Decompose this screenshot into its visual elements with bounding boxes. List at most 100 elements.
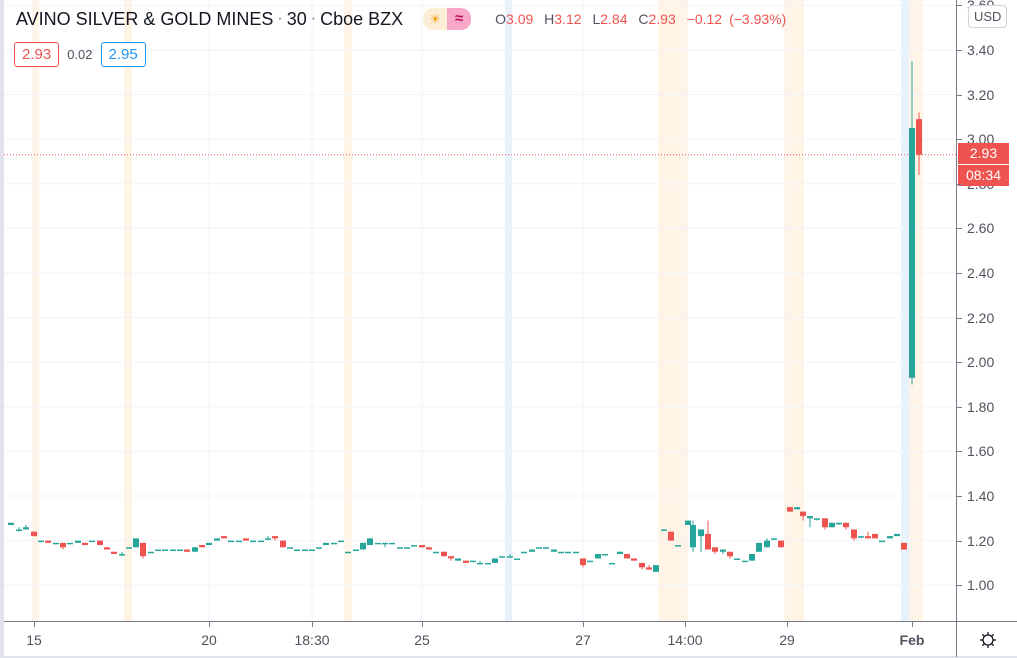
candle[interactable]: [602, 553, 608, 556]
candle[interactable]: [184, 549, 190, 552]
candle[interactable]: [558, 551, 564, 554]
candle[interactable]: [177, 549, 183, 552]
candle[interactable]: [353, 549, 359, 552]
candle[interactable]: [16, 527, 22, 532]
candle[interactable]: [734, 558, 740, 560]
candle[interactable]: [631, 558, 637, 561]
candle[interactable]: [872, 533, 878, 539]
candle[interactable]: [309, 549, 315, 552]
candle[interactable]: [653, 565, 659, 572]
candle[interactable]: [404, 547, 410, 549]
candle[interactable]: [661, 529, 667, 531]
candle[interactable]: [360, 542, 366, 550]
candle[interactable]: [419, 545, 425, 548]
session-indicator[interactable]: ☀ ≈: [423, 8, 472, 30]
candle[interactable]: [463, 560, 469, 563]
candle[interactable]: [836, 522, 842, 525]
candle[interactable]: [668, 531, 674, 541]
candle[interactable]: [675, 545, 681, 547]
candle[interactable]: [382, 542, 388, 548]
candle[interactable]: [82, 542, 88, 546]
candle[interactable]: [294, 549, 300, 552]
candle[interactable]: [742, 560, 748, 563]
candle[interactable]: [698, 529, 704, 552]
candle[interactable]: [536, 547, 542, 549]
candle[interactable]: [31, 531, 37, 537]
candle[interactable]: [639, 562, 645, 570]
candle[interactable]: [162, 549, 168, 552]
candle[interactable]: [367, 538, 373, 546]
candle[interactable]: [749, 553, 755, 561]
candle[interactable]: [887, 536, 893, 539]
ask-button[interactable]: 2.95: [100, 42, 146, 67]
interval-label[interactable]: 30: [286, 8, 307, 29]
candle[interactable]: [38, 540, 44, 543]
candle[interactable]: [126, 547, 132, 549]
candle[interactable]: [507, 553, 513, 558]
candle[interactable]: [901, 542, 907, 550]
candle[interactable]: [595, 553, 601, 559]
candle[interactable]: [551, 549, 557, 552]
currency-button[interactable]: USD: [968, 5, 1008, 28]
candle[interactable]: [170, 549, 176, 552]
candle[interactable]: [492, 558, 498, 563]
candle[interactable]: [323, 542, 329, 546]
chart-pane[interactable]: AVINO SILVER & GOLD MINES · 30 · Cboe BZ…: [4, 0, 956, 621]
candle[interactable]: [829, 522, 835, 528]
candle[interactable]: [89, 540, 95, 543]
candle[interactable]: [411, 545, 417, 547]
candle[interactable]: [455, 558, 461, 561]
candle[interactable]: [155, 549, 161, 552]
candle[interactable]: [646, 565, 652, 570]
candle[interactable]: [822, 518, 828, 530]
candle[interactable]: [685, 520, 691, 525]
candle[interactable]: [426, 547, 432, 550]
candle[interactable]: [397, 547, 403, 549]
candle[interactable]: [565, 551, 571, 554]
candle[interactable]: [624, 553, 630, 559]
candle[interactable]: [331, 542, 337, 545]
candle[interactable]: [814, 518, 820, 521]
candle[interactable]: [470, 560, 476, 563]
candle[interactable]: [60, 542, 66, 550]
candle[interactable]: [858, 536, 864, 539]
candle[interactable]: [433, 551, 439, 554]
candle[interactable]: [787, 507, 793, 512]
candle[interactable]: [807, 516, 813, 528]
candle[interactable]: [375, 542, 381, 545]
candle[interactable]: [909, 61, 915, 385]
candle[interactable]: [243, 538, 249, 541]
candle[interactable]: [521, 551, 527, 554]
candle[interactable]: [865, 531, 871, 539]
candle[interactable]: [477, 560, 483, 565]
candle[interactable]: [690, 520, 696, 552]
candle[interactable]: [587, 560, 593, 563]
candle[interactable]: [756, 542, 762, 552]
candle[interactable]: [199, 545, 205, 548]
candle[interactable]: [75, 540, 81, 543]
candle[interactable]: [543, 547, 549, 549]
candle[interactable]: [8, 522, 14, 525]
candle[interactable]: [617, 551, 623, 554]
candle[interactable]: [119, 551, 125, 557]
bid-button[interactable]: 2.93: [14, 42, 60, 67]
candle[interactable]: [485, 562, 491, 565]
candle[interactable]: [529, 549, 535, 552]
candle[interactable]: [609, 562, 615, 565]
candle[interactable]: [221, 536, 227, 539]
candle[interactable]: [441, 551, 447, 557]
candle[interactable]: [206, 542, 212, 546]
candle[interactable]: [236, 540, 242, 543]
candle[interactable]: [316, 547, 322, 549]
candle[interactable]: [771, 538, 777, 540]
candle[interactable]: [514, 558, 520, 560]
candle[interactable]: [192, 547, 198, 552]
candle[interactable]: [345, 551, 351, 554]
candle[interactable]: [280, 540, 286, 548]
chart-settings-button[interactable]: [956, 621, 1017, 657]
candle[interactable]: [104, 547, 110, 550]
candle[interactable]: [97, 540, 103, 546]
candle[interactable]: [133, 538, 139, 548]
candle[interactable]: [894, 533, 900, 537]
candle[interactable]: [302, 549, 308, 552]
